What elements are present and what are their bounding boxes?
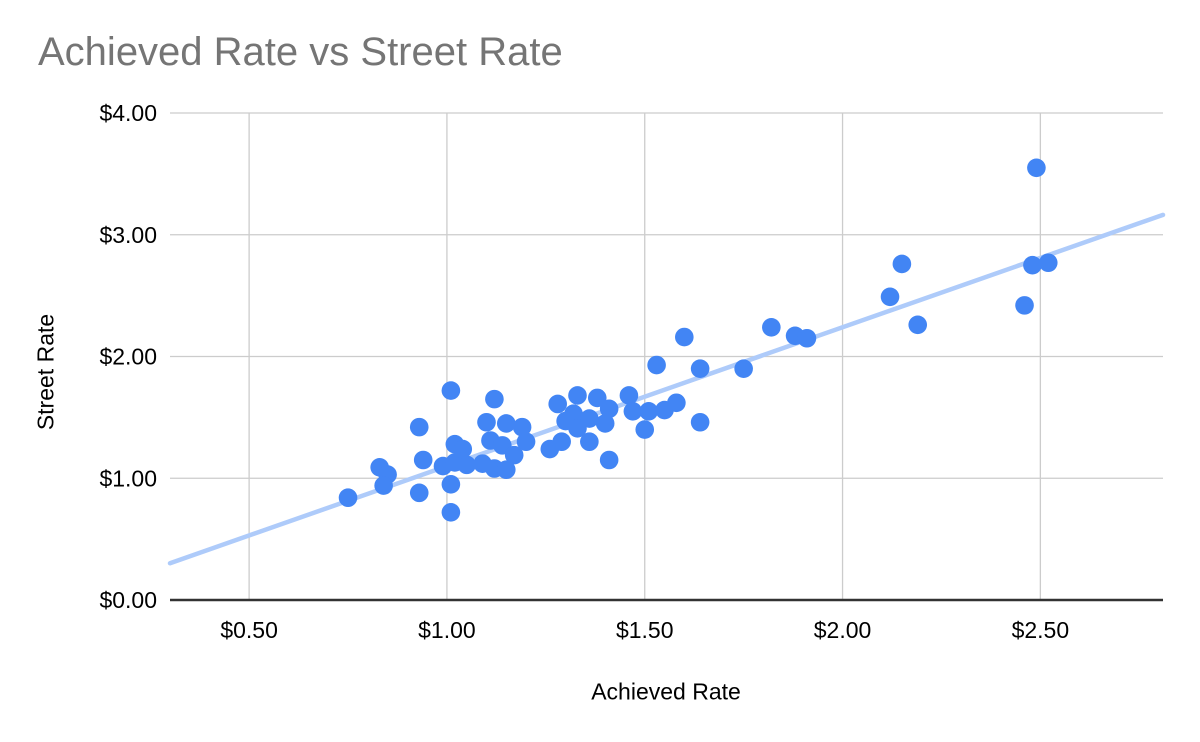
- data-point[interactable]: [580, 432, 599, 452]
- data-point[interactable]: [734, 359, 753, 378]
- y-tick-label: $4.00: [99, 100, 157, 126]
- data-point[interactable]: [647, 355, 666, 375]
- data-point[interactable]: [892, 254, 912, 274]
- y-tick-label: $2.00: [99, 344, 157, 370]
- chart-title: Achieved Rate vs Street Rate: [38, 30, 563, 74]
- data-point[interactable]: [516, 432, 536, 452]
- data-point[interactable]: [552, 432, 571, 452]
- data-point[interactable]: [441, 381, 461, 400]
- y-tick-label: $0.00: [99, 587, 157, 613]
- data-point[interactable]: [568, 419, 587, 438]
- data-point[interactable]: [409, 483, 429, 503]
- data-point[interactable]: [548, 394, 568, 414]
- data-point[interactable]: [374, 476, 393, 495]
- data-point[interactable]: [504, 445, 524, 465]
- data-point[interactable]: [623, 401, 643, 421]
- data-point[interactable]: [496, 460, 516, 480]
- data-point[interactable]: [512, 417, 532, 437]
- data-point[interactable]: [667, 393, 686, 413]
- data-point[interactable]: [587, 388, 607, 408]
- data-point[interactable]: [675, 327, 694, 347]
- data-point[interactable]: [690, 412, 710, 432]
- x-axis-title: Achieved Rate: [591, 678, 741, 705]
- data-point[interactable]: [409, 417, 429, 437]
- data-point[interactable]: [338, 488, 358, 508]
- x-tick-label: $2.00: [814, 617, 872, 643]
- x-tick-label: $1.50: [616, 617, 674, 643]
- data-point[interactable]: [762, 317, 781, 337]
- data-point[interactable]: [413, 450, 433, 470]
- x-tick-label: $0.50: [220, 617, 278, 643]
- data-point[interactable]: [568, 386, 587, 405]
- data-point[interactable]: [599, 399, 619, 419]
- trendline: [167, 212, 1166, 566]
- data-point[interactable]: [1015, 296, 1034, 315]
- data-point[interactable]: [690, 359, 710, 378]
- data-point[interactable]: [619, 386, 639, 405]
- data-point[interactable]: [595, 414, 615, 433]
- data-point[interactable]: [908, 315, 928, 335]
- data-point[interactable]: [1027, 158, 1046, 178]
- data-point[interactable]: [1038, 253, 1058, 273]
- data-point[interactable]: [639, 401, 658, 421]
- data-point[interactable]: [1023, 255, 1042, 275]
- data-point[interactable]: [477, 412, 496, 432]
- data-point[interactable]: [880, 287, 900, 307]
- data-point[interactable]: [496, 414, 516, 433]
- data-point[interactable]: [797, 328, 817, 348]
- y-tick-label: $3.00: [99, 222, 157, 248]
- data-point[interactable]: [599, 450, 619, 470]
- y-tick-label: $1.00: [99, 465, 157, 491]
- data-point[interactable]: [457, 455, 477, 475]
- data-point[interactable]: [453, 439, 473, 459]
- data-point[interactable]: [485, 389, 504, 409]
- x-tick-label: $2.50: [1012, 617, 1070, 643]
- data-point[interactable]: [441, 503, 461, 522]
- x-tick-label: $1.00: [418, 617, 476, 643]
- data-point[interactable]: [635, 420, 655, 439]
- data-point[interactable]: [441, 475, 461, 494]
